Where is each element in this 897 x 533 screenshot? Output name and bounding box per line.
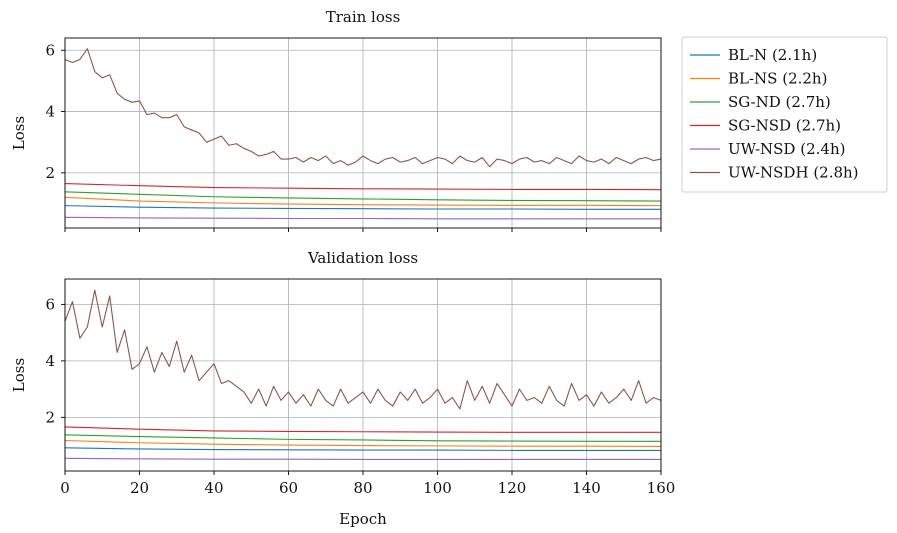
x-tick-label: 120: [498, 479, 527, 497]
series-line-2: [64, 191, 662, 202]
y-tick-label: 4: [45, 103, 55, 121]
series-line-0: [64, 447, 661, 451]
chart-title: Train loss: [326, 8, 401, 26]
legend-entry: UW-NSD (2.4h): [728, 140, 845, 158]
series-line-0: [64, 205, 661, 210]
x-tick-label: 40: [204, 479, 223, 497]
series-line-4: [64, 216, 661, 220]
y-tick-label: 4: [45, 352, 55, 370]
chart-title: Validation loss: [307, 249, 418, 267]
x-tick-label: 60: [279, 479, 298, 497]
x-axis-label: Epoch: [339, 510, 387, 528]
x-tick-label: 0: [60, 479, 70, 497]
legend-entry: BL-N (2.1h): [728, 46, 817, 64]
train-loss-panel: 2 4 6 Train loss Loss: [10, 8, 662, 232]
legend-box: [681, 36, 888, 193]
x-tick-label: 20: [130, 479, 149, 497]
legend-entry: BL-NS (2.2h): [728, 70, 827, 88]
series-line-3: [64, 426, 661, 433]
y-axis-label: Loss: [10, 358, 28, 392]
legend-entry: SG-NSD (2.7h): [728, 117, 841, 135]
y-axis-label: Loss: [10, 116, 28, 150]
y-tick-label: 2: [45, 164, 55, 182]
y-tick-label: 2: [45, 408, 55, 426]
series-line-1: [64, 196, 662, 207]
validation-loss-panel: 0 20 40 60 80 100 120 140 160 2 4 6 Validation loss L…: [10, 249, 675, 528]
series-line-3: [64, 183, 662, 191]
x-tick-label: 160: [647, 479, 676, 497]
x-tick-label: 140: [572, 479, 601, 497]
y-tick-label: 6: [45, 41, 55, 59]
series-line-2: [64, 434, 661, 442]
legend-entry: UW-NSDH (2.8h): [728, 164, 859, 182]
x-tick-label: 80: [353, 479, 372, 497]
series-line-1: [64, 439, 662, 447]
legend-entry: SG-ND (2.7h): [728, 93, 831, 111]
series-line-5: [64, 48, 662, 168]
x-tick-label: 100: [423, 479, 452, 497]
legend: BL-N (2.1h) BL-NS (2.2h) SG-ND (2.7h) SG-NS…: [681, 36, 888, 193]
series-line-5: [64, 289, 662, 410]
series-line-4: [64, 457, 661, 460]
y-tick-label: 6: [45, 295, 55, 313]
